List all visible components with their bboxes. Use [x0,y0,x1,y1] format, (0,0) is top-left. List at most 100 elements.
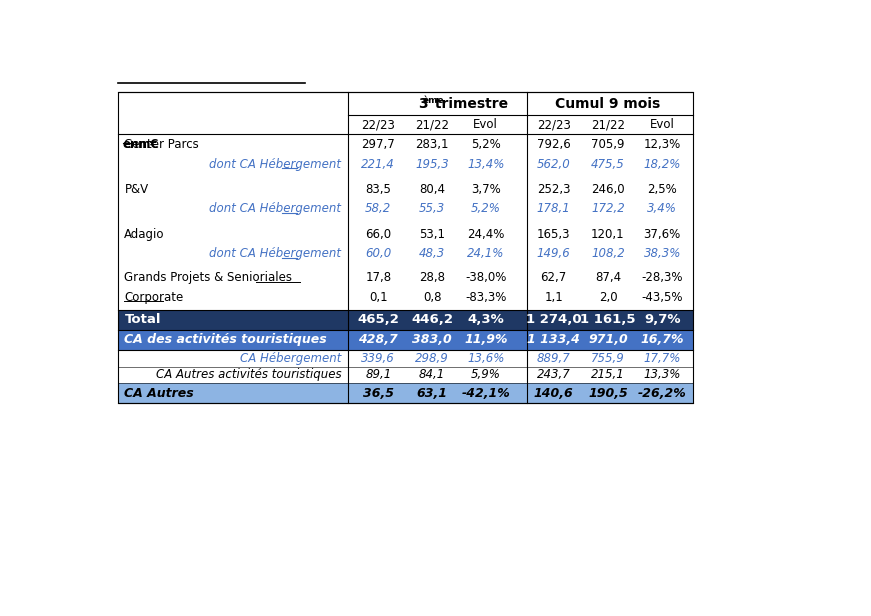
Text: 0,8: 0,8 [422,291,442,304]
Text: dont CA Hébergement: dont CA Hébergement [209,247,341,260]
Text: 428,7: 428,7 [359,333,398,346]
Text: trimestre: trimestre [429,97,508,111]
Text: 297,7: 297,7 [361,138,395,152]
Text: 190,5: 190,5 [588,387,628,400]
Text: 889,7: 889,7 [537,352,571,365]
Text: 22/23: 22/23 [537,118,571,131]
Text: -43,5%: -43,5% [641,291,683,304]
Text: en: en [123,138,139,151]
Text: 2,5%: 2,5% [647,183,677,196]
Text: 172,2: 172,2 [591,202,625,215]
Text: 58,2: 58,2 [365,202,391,215]
Text: 28,8: 28,8 [419,272,445,285]
Text: Adagio: Adagio [125,227,165,241]
Text: 5,9%: 5,9% [471,368,501,381]
Text: 5,2%: 5,2% [471,202,501,215]
Text: 21/22: 21/22 [591,118,625,131]
Text: 18,2%: 18,2% [644,158,681,171]
Text: 3,4%: 3,4% [647,202,677,215]
Text: 16,7%: 16,7% [640,333,684,346]
Text: 243,7: 243,7 [537,368,571,381]
Text: 1 274,0: 1 274,0 [526,313,582,326]
Text: 80,4: 80,4 [419,183,445,196]
Text: dont CA Hébergement: dont CA Hébergement [209,202,341,215]
Text: 53,1: 53,1 [419,227,445,241]
Text: Total: Total [125,313,161,326]
Text: P&V: P&V [125,183,148,196]
Bar [118,92,693,403]
Text: 705,9: 705,9 [591,138,625,152]
Text: 178,1: 178,1 [537,202,571,215]
Text: Cumul 9 mois: Cumul 9 mois [556,97,660,111]
Text: 22/23: 22/23 [361,118,395,131]
Text: 66,0: 66,0 [365,227,391,241]
Bar [118,383,693,403]
Text: 38,3%: 38,3% [644,247,681,260]
Text: -38,0%: -38,0% [465,272,506,285]
Text: 140,6: 140,6 [534,387,574,400]
Text: Corporate: Corporate [125,291,184,304]
Text: 283,1: 283,1 [415,138,449,152]
Text: 87,4: 87,4 [595,272,621,285]
Text: 446,2: 446,2 [411,313,453,326]
Text: 55,3: 55,3 [419,202,445,215]
Bar [118,92,693,403]
Text: ème: ème [422,96,444,105]
Text: CA Hébergement: CA Hébergement [240,352,341,365]
Text: 1 133,4: 1 133,4 [527,333,580,346]
Text: 246,0: 246,0 [591,183,625,196]
Text: 120,1: 120,1 [591,227,625,241]
Text: 149,6: 149,6 [537,247,571,260]
Text: 298,9: 298,9 [415,352,449,365]
Text: 1,1: 1,1 [544,291,563,304]
Text: 1 161,5: 1 161,5 [580,313,636,326]
Text: 0,1: 0,1 [369,291,388,304]
Text: 37,6%: 37,6% [644,227,681,241]
Text: 383,0: 383,0 [412,333,452,346]
Text: 12,3%: 12,3% [644,138,681,152]
Text: dont CA Hébergement: dont CA Hébergement [209,158,341,171]
Text: 24,1%: 24,1% [467,247,504,260]
Text: 13,4%: 13,4% [467,158,504,171]
Text: 195,3: 195,3 [415,158,449,171]
Text: m€: m€ [133,138,158,151]
Text: Evol: Evol [650,118,675,131]
Text: 17,8: 17,8 [365,272,391,285]
Text: 4,3%: 4,3% [468,313,504,326]
Text: 221,4: 221,4 [361,158,395,171]
Text: 84,1: 84,1 [419,368,445,381]
Text: 13,6%: 13,6% [467,352,504,365]
Text: 21/22: 21/22 [415,118,449,131]
Text: -83,3%: -83,3% [465,291,506,304]
Text: 252,3: 252,3 [537,183,571,196]
Text: 11,9%: 11,9% [464,333,508,346]
Text: 13,3%: 13,3% [644,368,681,381]
Text: 83,5: 83,5 [365,183,391,196]
Text: 48,3: 48,3 [419,247,445,260]
Text: 165,3: 165,3 [537,227,571,241]
Text: 215,1: 215,1 [591,368,625,381]
Text: 562,0: 562,0 [537,158,571,171]
Text: CA Autres activités touristiques: CA Autres activités touristiques [156,368,341,381]
Text: 89,1: 89,1 [365,368,391,381]
Text: 792,6: 792,6 [537,138,571,152]
Text: 60,0: 60,0 [365,247,391,260]
Text: 17,7%: 17,7% [644,352,681,365]
Text: 971,0: 971,0 [588,333,628,346]
Text: CA des activités touristiques: CA des activités touristiques [125,333,327,346]
Text: 339,6: 339,6 [361,352,395,365]
Text: -28,3%: -28,3% [641,272,683,285]
Text: 5,2%: 5,2% [471,138,501,152]
Text: -42,1%: -42,1% [462,387,510,400]
Text: 3,7%: 3,7% [471,183,501,196]
Text: CA Autres: CA Autres [125,387,194,400]
Text: Grands Projets & Senioriales: Grands Projets & Senioriales [125,272,293,285]
Text: 475,5: 475,5 [591,158,625,171]
Bar [118,330,693,349]
Text: 2,0: 2,0 [598,291,618,304]
Text: -26,2%: -26,2% [638,387,686,400]
Text: 3: 3 [418,97,428,111]
Text: 63,1: 63,1 [416,387,448,400]
Text: 465,2: 465,2 [357,313,399,326]
Bar [118,309,693,330]
